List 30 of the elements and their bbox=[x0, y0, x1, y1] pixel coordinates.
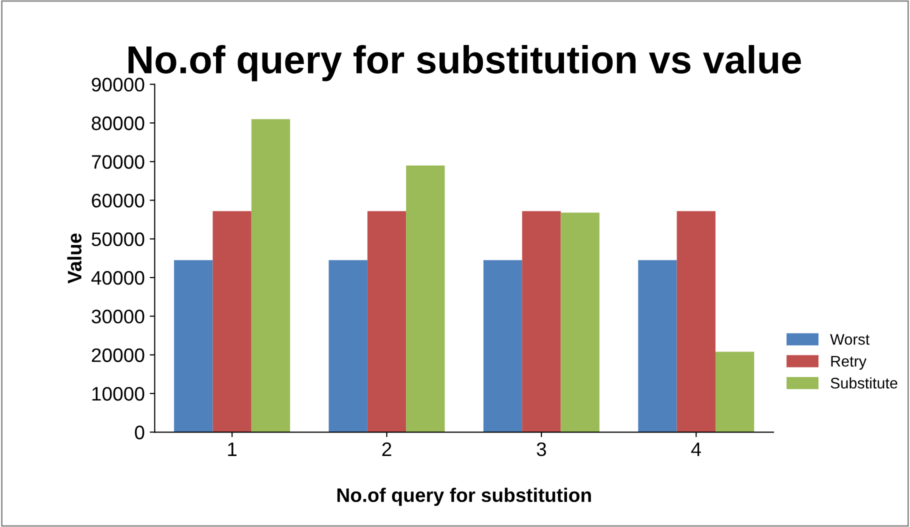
bar bbox=[676, 211, 716, 432]
y-tick-label: 70000 bbox=[92, 155, 144, 169]
y-tick-label: 80000 bbox=[92, 116, 144, 130]
y-axis-title: Value bbox=[67, 233, 82, 284]
x-tick-label: 1 bbox=[228, 442, 237, 456]
bar bbox=[328, 260, 368, 432]
bar bbox=[560, 212, 600, 432]
x-tick-label: 3 bbox=[536, 442, 546, 456]
y-tick-label: 40000 bbox=[91, 271, 144, 285]
y-tick-label: 0 bbox=[134, 426, 144, 440]
bar bbox=[638, 260, 677, 432]
y-tick-label: 60000 bbox=[92, 194, 144, 208]
x-tick-label: 2 bbox=[382, 442, 392, 456]
bar bbox=[174, 260, 213, 432]
x-tick-label: 4 bbox=[691, 442, 701, 456]
bar bbox=[483, 260, 522, 432]
bar bbox=[715, 352, 754, 432]
x-axis-title: No.of query for substitution bbox=[337, 488, 591, 506]
bar bbox=[212, 211, 252, 432]
bar bbox=[522, 211, 561, 432]
bar bbox=[251, 119, 290, 432]
y-tick-label: 20000 bbox=[92, 348, 144, 362]
y-tick-label: 10000 bbox=[92, 386, 144, 401]
legend-label: Substitute bbox=[830, 377, 898, 389]
legend-label: Retry bbox=[831, 356, 866, 370]
legend-label: Worst bbox=[830, 334, 870, 345]
bar bbox=[406, 165, 445, 432]
bar bbox=[367, 211, 406, 432]
y-tick-label: 50000 bbox=[92, 232, 144, 246]
y-tick-label: 30000 bbox=[92, 310, 144, 324]
